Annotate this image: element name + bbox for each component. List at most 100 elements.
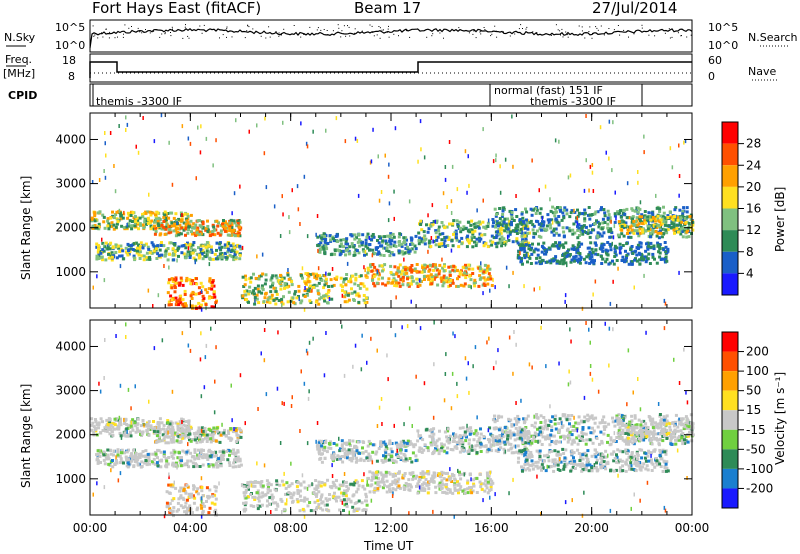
data-cell — [171, 279, 175, 283]
data-cell — [489, 483, 493, 486]
data-cell — [176, 247, 180, 251]
data-cell — [562, 235, 566, 239]
data-cell — [141, 215, 145, 219]
data-cell — [112, 223, 116, 227]
data-cell — [158, 431, 161, 435]
data-cell — [658, 247, 662, 251]
data-cell — [351, 505, 355, 509]
data-cell — [127, 222, 130, 226]
data-cell — [494, 236, 498, 239]
data-cell — [148, 462, 152, 466]
data-cell — [193, 432, 197, 436]
nsearch-dot — [297, 33, 299, 35]
data-cell — [383, 263, 387, 267]
data-cell — [424, 428, 428, 432]
data-cell — [101, 213, 105, 217]
data-cell — [346, 487, 350, 491]
data-cell — [129, 244, 133, 247]
data-cell — [441, 284, 445, 288]
data-cell — [338, 508, 342, 512]
data-cell — [350, 459, 354, 463]
data-cell — [190, 232, 194, 236]
data-cell — [180, 430, 184, 434]
data-cell — [124, 250, 128, 254]
data-cell — [385, 479, 389, 483]
data-cell — [637, 234, 641, 238]
data-cell — [179, 219, 183, 223]
data-cell — [194, 292, 198, 296]
data-cell — [188, 429, 191, 433]
data-cell — [267, 486, 270, 489]
nsearch-dot — [393, 33, 395, 35]
data-cell — [270, 493, 274, 497]
data-cell — [604, 248, 608, 252]
data-cell — [414, 476, 418, 480]
data-cell — [160, 241, 163, 244]
data-cell — [662, 211, 666, 215]
data-cell — [197, 438, 201, 442]
data-cell — [396, 455, 400, 458]
data-cell — [592, 292, 594, 297]
data-cell — [269, 285, 273, 289]
nsearch-dot — [222, 34, 224, 36]
data-cell — [427, 241, 431, 245]
data-cell — [152, 249, 156, 253]
data-cell — [584, 231, 588, 234]
data-cell — [388, 201, 391, 206]
data-cell — [181, 418, 185, 422]
data-cell — [473, 229, 477, 233]
data-cell — [119, 457, 123, 461]
data-cell — [653, 257, 656, 261]
data-cell — [343, 295, 347, 299]
data-cell — [673, 208, 677, 212]
data-cell — [343, 451, 347, 455]
data-cell — [361, 508, 365, 512]
data-cell — [317, 490, 321, 494]
nsearch-dot — [378, 26, 380, 27]
data-cell — [158, 428, 162, 431]
data-cell — [603, 221, 607, 224]
data-cell — [370, 234, 374, 238]
data-cell — [587, 253, 591, 257]
data-cell — [487, 440, 491, 444]
data-cell — [445, 225, 449, 229]
data-cell — [225, 222, 229, 226]
data-cell — [196, 233, 200, 237]
data-cell — [346, 456, 349, 460]
data-cell — [632, 219, 636, 223]
data-cell — [451, 164, 454, 169]
data-cell — [180, 226, 184, 230]
data-cell — [378, 484, 382, 488]
data-cell — [405, 441, 409, 445]
data-cell — [470, 235, 474, 239]
data-cell — [326, 301, 330, 305]
data-cell — [184, 256, 188, 260]
data-cell — [201, 294, 205, 298]
data-cell — [459, 226, 462, 230]
nsearch-dot — [567, 36, 569, 38]
data-cell — [532, 235, 536, 239]
data-cell — [129, 214, 133, 217]
nsearch-dot — [278, 35, 280, 37]
data-cell — [495, 153, 497, 158]
data-cell — [520, 222, 524, 226]
data-cell — [97, 423, 101, 427]
data-cell — [404, 449, 408, 453]
data-cell — [600, 206, 603, 210]
data-cell — [115, 417, 119, 421]
data-cell — [130, 227, 134, 231]
data-cell — [311, 288, 313, 293]
data-cell — [269, 483, 273, 487]
data-cell — [482, 127, 484, 132]
data-cell — [317, 266, 320, 271]
data-cell — [171, 485, 175, 489]
data-cell — [518, 218, 522, 222]
nsky-label: N.Sky — [4, 31, 36, 44]
data-cell — [376, 269, 379, 274]
data-cell — [523, 256, 527, 260]
data-cell — [177, 497, 181, 501]
data-cell — [212, 454, 216, 458]
data-cell — [418, 236, 422, 240]
data-cell — [413, 443, 417, 447]
data-cell — [243, 283, 247, 287]
